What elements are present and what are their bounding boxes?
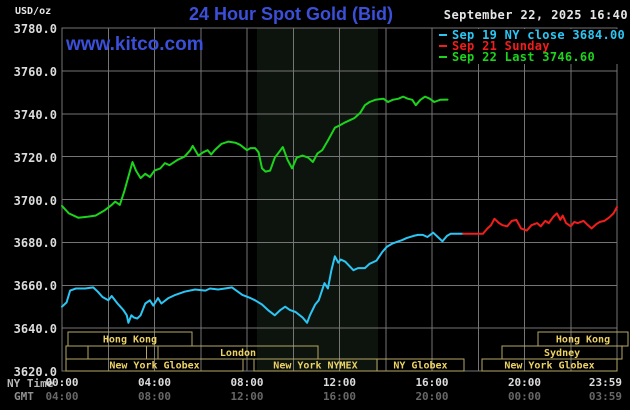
price-line-sep21-sunday (462, 206, 618, 235)
legend-label: Sep 19 NY close 3684.00 (452, 27, 626, 42)
y-tick-label: 3640.0 (13, 322, 57, 337)
y-tick-label: 3660.0 (13, 279, 57, 294)
y-tick-label: 3720.0 (13, 150, 57, 165)
y-axis-unit-label: USD/oz (15, 6, 52, 17)
legend-swatch-icon (439, 44, 447, 47)
session-label: NY Globex (393, 361, 447, 372)
x-tick-label-gmt: 08:00 (137, 390, 172, 403)
kitco-watermark: www.kitco.com (66, 34, 204, 55)
session-label: Hong Kong (556, 335, 610, 346)
session-label: Hong Kong (103, 335, 157, 346)
session-box (481, 358, 618, 372)
y-tick-label: 3740.0 (13, 107, 57, 122)
legend-label: Sep 22 Last 3746.60 (452, 49, 595, 64)
x-tick-label-gmt: 12:00 (230, 390, 264, 403)
ny-time-axis-label: NY Time (7, 377, 54, 390)
x-tick-label-ny: 12:00 (322, 376, 357, 389)
session-label: New York NYMEX (273, 361, 357, 372)
x-tick-label-ny: 04:00 (137, 376, 172, 389)
legend-item-sep19: Sep 19 NY close 3684.00 (439, 27, 628, 42)
x-tick-label-gmt: 03:59 (588, 390, 622, 403)
session-box (87, 345, 148, 360)
price-line-sep19-ny-close (61, 231, 465, 324)
y-tick-label: 3680.0 (13, 236, 57, 251)
page-title: 24 Hour Spot Gold (Bid) (189, 4, 393, 24)
session-label: Sydney (544, 348, 580, 359)
x-tick-label-ny: 16:00 (415, 376, 449, 389)
legend-swatch-icon (439, 33, 447, 36)
x-tick-label-gmt: 20:00 (415, 390, 449, 403)
y-tick-label: 3620.0 (13, 365, 57, 379)
legend-label: Sep 21 Sunday (452, 38, 550, 53)
legend-item-sep22: Sep 22 Last 3746.60 (439, 49, 628, 64)
session-label: New York Globex (109, 361, 199, 372)
x-tick-label-gmt: 00:00 (507, 390, 542, 403)
session-box (376, 358, 465, 372)
x-tick-label-ny: 00:00 (45, 376, 79, 389)
price-line-sep22-last (61, 95, 449, 219)
y-tick-label: 3760.0 (13, 64, 57, 79)
gmt-axis-label: GMT (14, 390, 34, 403)
session-box (65, 345, 89, 360)
x-tick-label-gmt: 04:00 (45, 390, 79, 403)
legend-item-sep21: Sep 21 Sunday (439, 38, 628, 53)
x-tick-label-gmt: 16:00 (322, 390, 357, 403)
session-label: London (220, 348, 256, 359)
chart-timestamp: September 22, 2025 16:40 (443, 8, 628, 22)
y-tick-label: 3780.0 (13, 22, 57, 36)
session-box (65, 358, 244, 372)
x-tick-label-ny: 23:59 (588, 376, 622, 389)
legend: Sep 19 NY close 3684.00 Sep 21 Sunday Se… (437, 27, 628, 64)
x-tick-label-ny: 08:00 (230, 376, 264, 389)
y-tick-label: 3700.0 (13, 193, 57, 208)
legend-swatch-icon (439, 55, 447, 58)
session-label: New York Globex (504, 361, 594, 372)
x-tick-label-ny: 20:00 (507, 376, 542, 389)
